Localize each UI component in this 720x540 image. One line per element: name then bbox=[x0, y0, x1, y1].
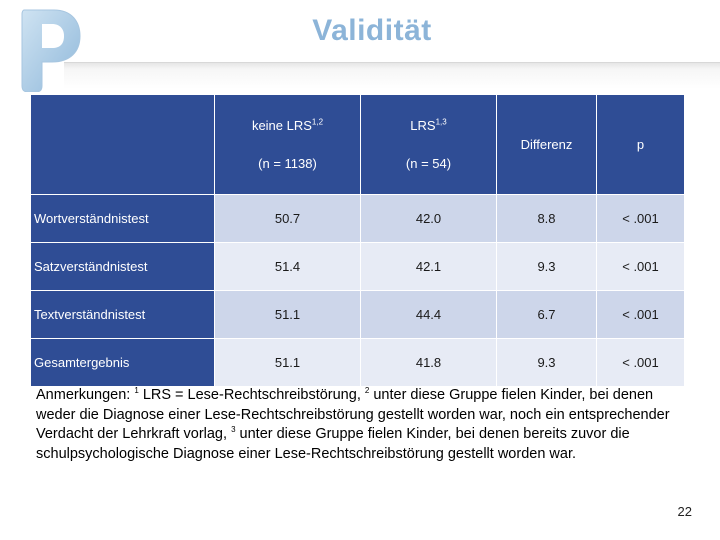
cell-keine-lrs: 51.1 bbox=[214, 290, 361, 339]
page-title: Validität bbox=[312, 14, 432, 47]
notes-part-3: unter diese Gruppe fielen Kinder, bei de… bbox=[36, 426, 630, 462]
cell-lrs: 42.1 bbox=[360, 242, 497, 291]
cell-p: < .001 bbox=[596, 290, 685, 339]
cell-keine-lrs: 51.1 bbox=[214, 338, 361, 387]
cell-lrs: 44.4 bbox=[360, 290, 497, 339]
cell-keine-lrs: 51.4 bbox=[214, 242, 361, 291]
footnote-marker-3: 3 bbox=[231, 425, 236, 435]
cell-p: < .001 bbox=[596, 194, 685, 243]
cell-differenz: 9.3 bbox=[496, 242, 597, 291]
cell-differenz: 6.7 bbox=[496, 290, 597, 339]
footnote-marker-1: 1 bbox=[134, 386, 139, 396]
p-logo-icon bbox=[21, 9, 81, 92]
cell-lrs: 41.8 bbox=[360, 338, 497, 387]
cell-lrs: 42.0 bbox=[360, 194, 497, 243]
cell-p: < .001 bbox=[596, 242, 685, 291]
row-label: Satzverständnistest bbox=[30, 242, 215, 291]
table-row: Gesamtergebnis 51.1 41.8 9.3 < .001 bbox=[30, 338, 685, 387]
cell-p: < .001 bbox=[596, 338, 685, 387]
cell-differenz: 9.3 bbox=[496, 338, 597, 387]
cell-differenz: 8.8 bbox=[496, 194, 597, 243]
footnotes: Anmerkungen: 1 LRS = Lese-Rechtschreibst… bbox=[36, 386, 696, 464]
validity-table: keine LRS1,2 (n = 1138) LRS1,3 (n = 54) … bbox=[30, 94, 685, 387]
header-lrs: LRS1,3 (n = 54) bbox=[360, 94, 497, 195]
row-label: Textverständnistest bbox=[30, 290, 215, 339]
header-p: p bbox=[596, 94, 685, 195]
footnote-marker-2: 2 bbox=[364, 386, 370, 396]
header-keine-lrs: keine LRS1,2 (n = 1138) bbox=[214, 94, 361, 195]
row-label: Wortverständnistest bbox=[30, 194, 215, 243]
header-differenz: Differenz bbox=[496, 94, 597, 195]
table-row: Satzverständnistest 51.4 42.1 9.3 < .001 bbox=[30, 242, 685, 291]
notes-part-1: LRS = Lese-Rechtschreibstörung, bbox=[138, 387, 365, 403]
cell-keine-lrs: 50.7 bbox=[214, 194, 361, 243]
page-number: 22 bbox=[677, 504, 692, 519]
table-row: Wortverständnistest 50.7 42.0 8.8 < .001 bbox=[30, 194, 685, 243]
notes-prefix: Anmerkungen: bbox=[36, 387, 135, 403]
table-header-row: keine LRS1,2 (n = 1138) LRS1,3 (n = 54) … bbox=[30, 94, 685, 195]
notes-part-2: unter diese Gruppe fielen Kinder, bei de… bbox=[36, 387, 670, 442]
header-divider bbox=[64, 62, 720, 89]
table-row: Textverständnistest 51.1 44.4 6.7 < .001 bbox=[30, 290, 685, 339]
row-label: Gesamtergebnis bbox=[30, 338, 215, 387]
header-empty-cell bbox=[30, 94, 215, 195]
